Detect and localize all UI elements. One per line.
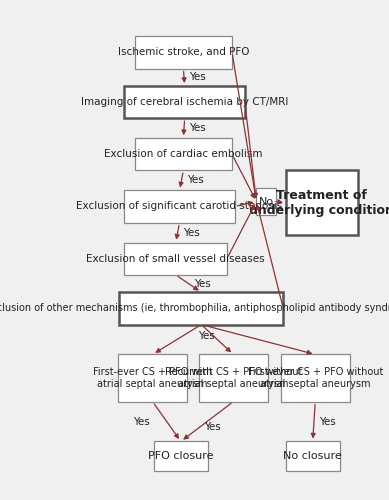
Text: Ischemic stroke, and PFO: Ischemic stroke, and PFO (117, 48, 249, 58)
Text: Yes: Yes (189, 123, 206, 133)
Text: Exclusion of cardiac embolism: Exclusion of cardiac embolism (104, 150, 263, 160)
FancyBboxPatch shape (109, 0, 370, 500)
Text: Yes: Yes (204, 422, 221, 432)
FancyBboxPatch shape (199, 354, 268, 402)
Text: PFO closure: PFO closure (148, 452, 214, 462)
FancyBboxPatch shape (154, 442, 208, 472)
Text: Recurrent CS + PFO without
atrial septal aneurysm: Recurrent CS + PFO without atrial septal… (165, 367, 302, 389)
FancyBboxPatch shape (135, 36, 232, 68)
FancyBboxPatch shape (118, 354, 187, 402)
Text: Imaging of cerebral ischemia by CT/MRI: Imaging of cerebral ischemia by CT/MRI (81, 97, 288, 107)
FancyBboxPatch shape (124, 242, 227, 275)
FancyBboxPatch shape (124, 190, 235, 222)
Text: Exclusion of significant carotid stenosis: Exclusion of significant carotid stenosi… (76, 202, 283, 211)
Text: Exclusion of small vessel diseases: Exclusion of small vessel diseases (86, 254, 265, 264)
Text: Yes: Yes (133, 416, 150, 426)
Text: Yes: Yes (183, 228, 200, 237)
FancyBboxPatch shape (124, 86, 245, 118)
Text: No closure: No closure (283, 452, 342, 462)
Text: No: No (258, 196, 273, 206)
Text: Exclusion of other mechanisms (ie, thrombophilia, antiphospholipid antibody synd: Exclusion of other mechanisms (ie, throm… (0, 304, 389, 314)
FancyBboxPatch shape (135, 138, 232, 170)
Text: Yes: Yes (198, 330, 215, 340)
FancyBboxPatch shape (286, 170, 357, 235)
Text: Yes: Yes (194, 278, 210, 288)
Text: Yes: Yes (187, 176, 203, 186)
Text: First-ever CS + PFO with
atrial septal aneurysm: First-ever CS + PFO with atrial septal a… (93, 367, 212, 389)
Text: Yes: Yes (189, 72, 206, 82)
FancyBboxPatch shape (256, 188, 275, 215)
FancyBboxPatch shape (281, 354, 350, 402)
Text: Yes: Yes (319, 416, 336, 426)
FancyBboxPatch shape (119, 292, 283, 324)
Text: First-ever CS + PFO without
atrial septal aneurysm: First-ever CS + PFO without atrial septa… (247, 367, 383, 389)
Text: Treatment of
underlying condition: Treatment of underlying condition (249, 189, 389, 217)
FancyBboxPatch shape (286, 442, 340, 472)
